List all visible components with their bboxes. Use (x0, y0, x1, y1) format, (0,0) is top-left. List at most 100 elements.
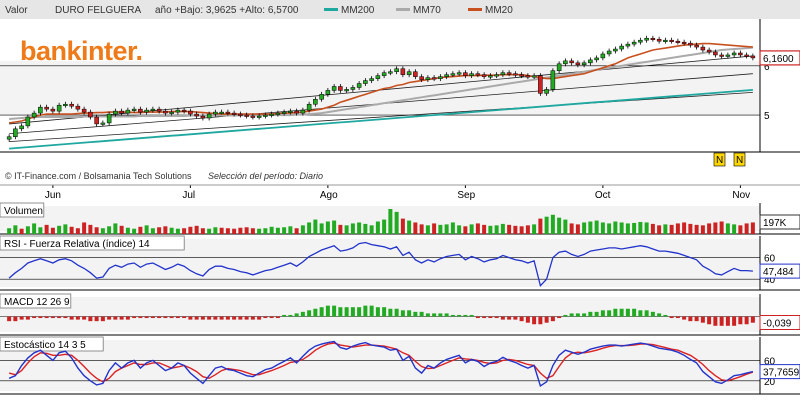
macd-bar (338, 307, 343, 317)
macd-bar (600, 310, 605, 317)
volume-bar (469, 224, 474, 234)
macd-bar (538, 316, 543, 325)
macd-bar (682, 316, 687, 320)
rsi-last-value: 47,484 (763, 267, 794, 278)
candle-body (644, 37, 649, 41)
volume-bar (657, 225, 662, 234)
volume-bar (550, 214, 555, 234)
date-label: Ago (320, 190, 338, 201)
macd-bar (650, 311, 655, 317)
candle-body (663, 39, 668, 42)
macd-bar (244, 316, 249, 320)
volume-bar (75, 228, 80, 234)
macd-bar (388, 308, 393, 317)
macd-bar (707, 316, 712, 325)
volume-bar (669, 224, 674, 234)
macd-bar (607, 310, 612, 317)
macd-bar (225, 316, 230, 320)
header-label: Valor (5, 5, 28, 16)
volume-bar (63, 224, 68, 234)
candle-body (575, 62, 581, 66)
volume-bar (19, 228, 24, 234)
macd-last-value: -0,039 (763, 319, 792, 330)
candle-body (263, 114, 268, 117)
macd-bar (550, 316, 555, 322)
candle-body (706, 49, 712, 53)
volume-bar (350, 223, 355, 234)
macd-title-box (0, 293, 72, 309)
volume-bar (225, 228, 230, 234)
volume-bar (57, 225, 62, 234)
macd-bar (400, 310, 405, 317)
candle-body (156, 108, 162, 112)
candle-body (425, 77, 431, 80)
macd-bar (344, 307, 349, 317)
macd-bar (25, 316, 30, 320)
volume-bar (575, 224, 580, 234)
macd-bar (319, 307, 324, 317)
candle-body (544, 89, 549, 94)
candle-body (375, 75, 381, 79)
candle-body (131, 108, 137, 111)
volume-bar (219, 227, 224, 234)
macd-bar (525, 316, 530, 323)
macd-bar (407, 310, 412, 317)
macd-bar (238, 316, 243, 320)
macd-bar (750, 316, 755, 323)
rsi-y-tick: 60 (764, 254, 776, 265)
macd-bar (582, 313, 587, 317)
candle-body (369, 78, 374, 81)
candle-body (656, 38, 662, 42)
macd-bar (494, 316, 499, 319)
volume-bar (682, 222, 687, 234)
volume-title-box (0, 202, 45, 218)
volume-bar (257, 228, 262, 234)
candle-body (688, 42, 693, 46)
volume-bar (663, 224, 668, 234)
macd-bar (257, 316, 262, 320)
candle-body (431, 77, 437, 80)
candle-body (694, 44, 699, 48)
candle-body (525, 75, 531, 78)
macd-bar (350, 307, 355, 317)
candle-body (500, 72, 506, 75)
macd-bar (282, 314, 287, 317)
candle-body (563, 60, 568, 65)
volume-bar (463, 226, 468, 234)
candle-body (175, 109, 181, 113)
candle-body (163, 110, 168, 114)
volume-bar (319, 223, 324, 234)
candle-body (113, 110, 118, 115)
volume-bar (13, 225, 18, 234)
macd-bar (325, 305, 330, 317)
macd-bar (382, 307, 387, 317)
macd-bar (713, 316, 718, 326)
candle-body (325, 90, 331, 95)
macd-bar (94, 316, 99, 322)
candle-body (700, 46, 706, 51)
candle-body (306, 103, 312, 111)
macd-bar (232, 316, 237, 320)
macd-bar (132, 316, 137, 319)
legend-label: MM20 (485, 5, 513, 16)
volume-bar (107, 226, 112, 234)
macd-bar (613, 308, 618, 317)
candle-body (600, 53, 606, 59)
macd-bar (513, 316, 518, 320)
candle-body (513, 73, 518, 76)
candle-body (606, 50, 612, 55)
volume-bar (125, 227, 130, 234)
candle-body (313, 99, 318, 105)
candle-body (719, 54, 724, 57)
volume-bar (82, 222, 87, 234)
macd-bar (688, 316, 693, 322)
macd-bar (694, 316, 699, 322)
candle-body (475, 73, 481, 76)
macd-bar (157, 316, 162, 319)
candle-body (181, 109, 187, 112)
volume-bar (744, 223, 749, 234)
macd-bar (100, 316, 105, 322)
candle-body (6, 136, 12, 140)
volume-bar (300, 225, 305, 234)
candle-body (550, 70, 556, 90)
